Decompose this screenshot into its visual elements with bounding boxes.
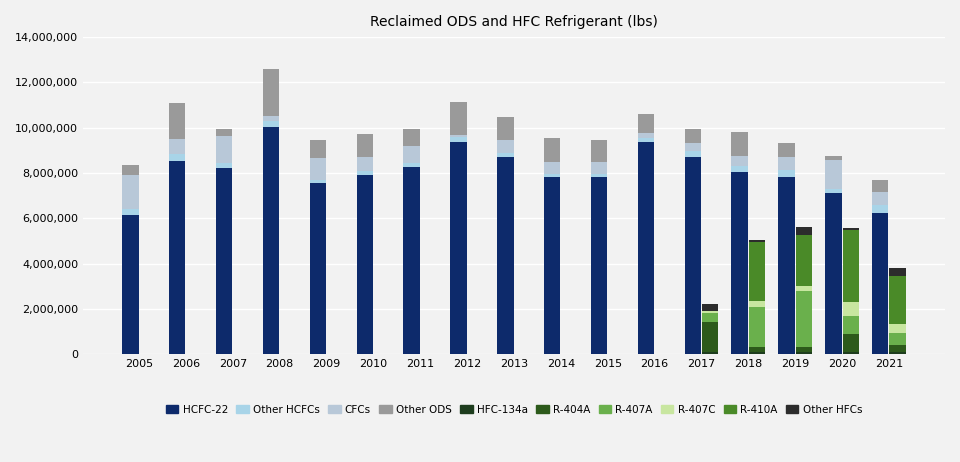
Bar [826,189,842,194]
Bar [889,345,906,352]
Bar [749,242,765,301]
Bar [702,311,718,313]
Bar [216,169,232,354]
Bar [843,316,859,334]
Bar [889,268,906,276]
Bar [702,322,718,352]
Bar [889,276,906,323]
Bar [702,352,718,354]
Bar [169,154,185,160]
Bar [450,135,467,137]
Title: Reclaimed ODS and HFC Refrigerant (lbs): Reclaimed ODS and HFC Refrigerant (lbs) [370,15,658,29]
Bar [169,103,185,139]
Bar [122,209,138,215]
Bar [310,158,326,180]
Bar [403,146,420,163]
Bar [544,174,561,177]
Bar [450,142,467,354]
Bar [796,227,812,235]
Bar [732,132,748,156]
Bar [702,313,718,322]
Bar [826,156,842,160]
Bar [122,165,138,175]
Bar [796,286,812,291]
Bar [263,127,279,354]
Bar [843,230,859,302]
Bar [684,157,701,354]
Bar [403,167,420,354]
Bar [310,140,326,158]
Bar [702,304,718,311]
Bar [590,140,608,162]
Bar [889,323,906,333]
Bar [637,138,654,142]
Bar [403,129,420,146]
Bar [826,194,842,354]
Bar [497,117,514,140]
Bar [872,205,888,213]
Bar [889,352,906,354]
Bar [263,121,279,127]
Bar [843,352,859,354]
Bar [749,301,765,307]
Bar [356,157,372,171]
Bar [169,160,185,354]
Bar [122,175,138,209]
Bar [843,302,859,316]
Bar [497,153,514,157]
Bar [796,347,812,352]
Bar [216,129,232,136]
Bar [796,235,812,286]
Bar [497,140,514,153]
Bar [590,162,608,174]
Bar [544,162,561,174]
Bar [732,156,748,166]
Bar [779,143,795,157]
Bar [263,116,279,121]
Bar [122,215,138,354]
Bar [544,138,561,162]
Bar [872,192,888,205]
Bar [749,307,765,347]
Bar [590,177,608,354]
Bar [796,291,812,347]
Bar [310,180,326,183]
Bar [843,334,859,352]
Bar [889,333,906,345]
Bar [637,142,654,354]
Bar [732,172,748,354]
Bar [749,240,765,242]
Bar [749,352,765,354]
Bar [749,347,765,352]
Legend: HCFC-22, Other HCFCs, CFCs, Other ODS, HFC-134a, R-404A, R-407A, R-407C, R-410A,: HCFC-22, Other HCFCs, CFCs, Other ODS, H… [161,401,866,419]
Bar [544,177,561,354]
Bar [450,137,467,142]
Bar [779,157,795,170]
Bar [637,114,654,133]
Bar [403,163,420,167]
Bar [450,102,467,135]
Bar [590,174,608,177]
Bar [779,170,795,177]
Bar [684,128,701,143]
Bar [216,164,232,169]
Bar [216,136,232,164]
Bar [637,133,654,138]
Bar [779,177,795,354]
Bar [356,134,372,157]
Bar [843,228,859,230]
Bar [872,213,888,354]
Bar [684,152,701,157]
Bar [826,160,842,189]
Bar [310,183,326,354]
Bar [796,352,812,354]
Bar [169,139,185,154]
Bar [497,157,514,354]
Bar [732,166,748,172]
Bar [263,69,279,116]
Bar [872,181,888,192]
Bar [356,171,372,175]
Bar [684,143,701,152]
Bar [356,175,372,354]
